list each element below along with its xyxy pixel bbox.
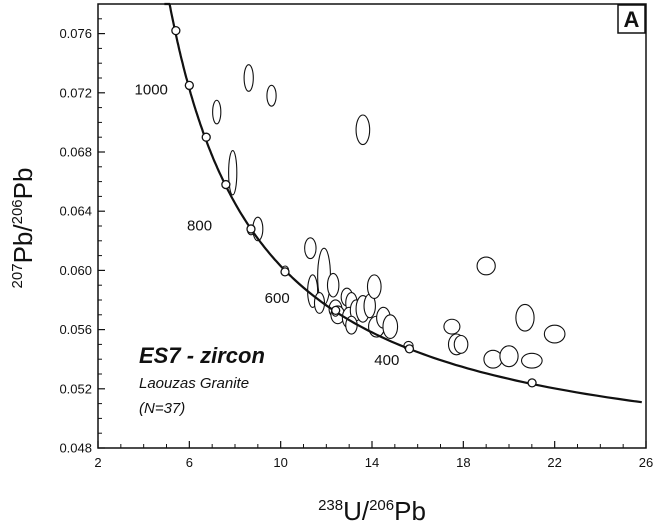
error-ellipse (243, 64, 254, 92)
age-label: 600 (265, 290, 290, 307)
x-axis-main-u: U/ (343, 496, 370, 526)
axis-ticks: 2 6 10 14 18 22 260.0480.0520.0560.0600.0640.0… (59, 3, 653, 470)
age-marker (221, 179, 231, 190)
error-ellipse (543, 324, 566, 344)
y-axis-main-pb2: Pb (8, 168, 38, 200)
panel-label-box (617, 4, 646, 34)
sample-location: Laouzas Granite (139, 375, 249, 392)
panel-label: A (624, 7, 640, 32)
error-ellipse (266, 84, 277, 107)
y-tick-label: 0.048 (59, 441, 92, 456)
x-tick-label: 10 (273, 455, 287, 470)
error-ellipse (499, 345, 519, 368)
age-marker (527, 378, 537, 388)
y-axis-sup-207: 207 (9, 263, 26, 288)
error-ellipse (355, 114, 371, 146)
x-axis-sup-206: 206 (369, 497, 394, 514)
error-ellipse (443, 318, 461, 335)
x-tick-label: 14 (365, 455, 379, 470)
error-ellipse (476, 256, 496, 276)
y-tick-label: 0.068 (59, 145, 92, 160)
error-ellipse (520, 352, 543, 369)
age-marker (246, 224, 256, 234)
age-marker (171, 25, 181, 36)
error-ellipse (453, 334, 469, 354)
y-tick-label: 0.060 (59, 263, 92, 278)
error-ellipse (304, 237, 317, 260)
y-axis-title: 207Pb/206Pb (8, 168, 38, 289)
error-ellipse (515, 303, 535, 332)
x-tick-label: 2 (94, 455, 101, 470)
x-axis-main-pb: Pb (394, 496, 426, 526)
error-ellipse (483, 349, 503, 369)
y-tick-label: 0.072 (59, 85, 92, 100)
x-tick-label: 26 (639, 455, 653, 470)
x-axis-sup-238: 238 (318, 497, 343, 514)
age-label: 1000 (135, 81, 168, 98)
age-marker (404, 344, 415, 354)
x-tick-label: 22 (547, 455, 561, 470)
x-tick-label: 18 (456, 455, 470, 470)
y-tick-label: 0.064 (59, 204, 92, 219)
age-label-group: 1000 800 600 400 (135, 81, 400, 369)
age-marker (280, 267, 290, 277)
age-marker (201, 132, 211, 142)
sample-title: ES7 - zircon (139, 343, 265, 368)
x-tick-label: 6 (186, 455, 193, 470)
age-marker (331, 305, 341, 316)
age-label: 800 (187, 217, 212, 234)
error-ellipse (366, 274, 382, 300)
y-axis-sup-206: 206 (9, 199, 26, 224)
error-ellipse (212, 99, 222, 125)
y-tick-label: 0.056 (59, 322, 92, 337)
error-ellipse (228, 149, 238, 196)
sample-count: (N=37) (139, 400, 185, 417)
concordia-marker-group (171, 25, 537, 388)
error-ellipse (326, 272, 340, 298)
y-tick-label: 0.052 (59, 381, 92, 396)
error-ellipse (382, 314, 399, 339)
x-axis-title: 238U/206Pb (318, 496, 426, 526)
ellipse-group (212, 64, 566, 369)
age-label: 400 (374, 352, 399, 369)
age-marker (184, 80, 194, 91)
y-tick-label: 0.076 (59, 26, 92, 41)
y-axis-main-pb: Pb/ (8, 224, 38, 264)
